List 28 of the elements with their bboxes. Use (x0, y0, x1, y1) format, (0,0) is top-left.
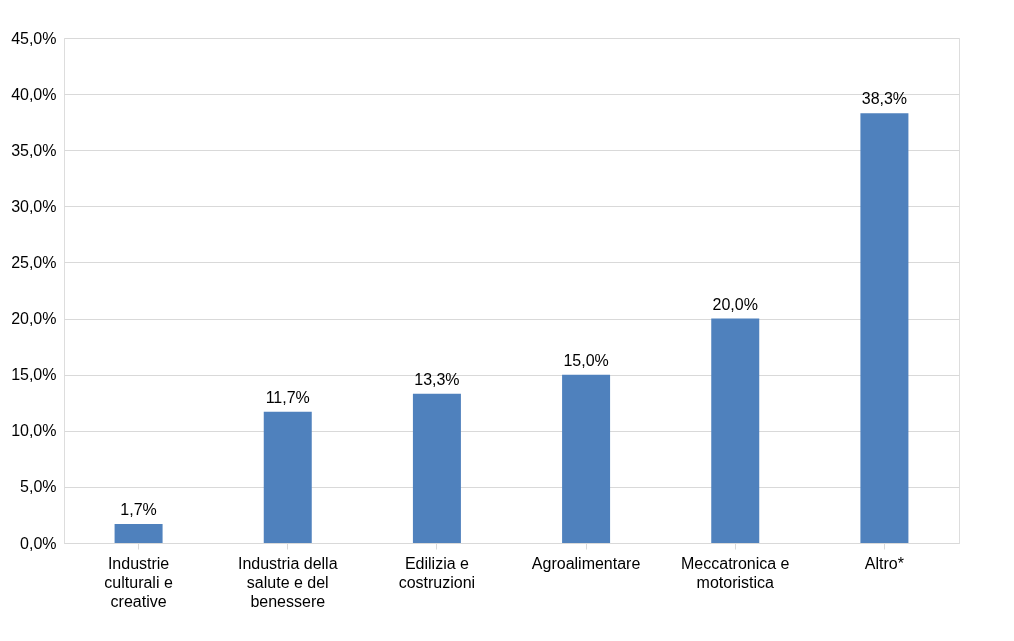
y-tick-label: 15,0% (11, 366, 57, 384)
bar (263, 411, 312, 543)
data-label: 20,0% (712, 295, 758, 313)
x-tick-label: Agroalimentare (531, 554, 641, 572)
y-tick-label: 20,0% (11, 310, 57, 328)
bar (860, 113, 909, 543)
y-tick-label: 40,0% (11, 85, 57, 103)
y-tick-label: 0,0% (20, 534, 57, 552)
y-tick-label: 5,0% (20, 478, 57, 496)
data-label: 13,3% (414, 370, 460, 388)
y-tick-label: 30,0% (11, 197, 57, 215)
y-tick-label: 35,0% (11, 141, 57, 159)
y-tick-label: 45,0% (11, 29, 57, 47)
bar (562, 374, 611, 543)
bar (711, 318, 760, 543)
x-tick-label: Meccatronica e motoristica (681, 554, 790, 591)
x-tick-label: Industria della salute e del benessere (237, 554, 338, 610)
x-tick-label: Edilizia e costruzioni (398, 554, 476, 591)
bar (412, 393, 461, 543)
data-label: 11,7% (265, 388, 310, 406)
x-tick-label: Industrie culturali e creative (104, 554, 173, 610)
data-label: 15,0% (563, 351, 609, 369)
y-tick-label: 10,0% (11, 422, 57, 440)
y-tick-label: 25,0% (11, 253, 57, 271)
x-tick-label: Altro* (864, 554, 904, 572)
bar (114, 523, 163, 543)
data-label: 1,7% (120, 500, 157, 518)
data-label: 38,3% (861, 90, 908, 108)
